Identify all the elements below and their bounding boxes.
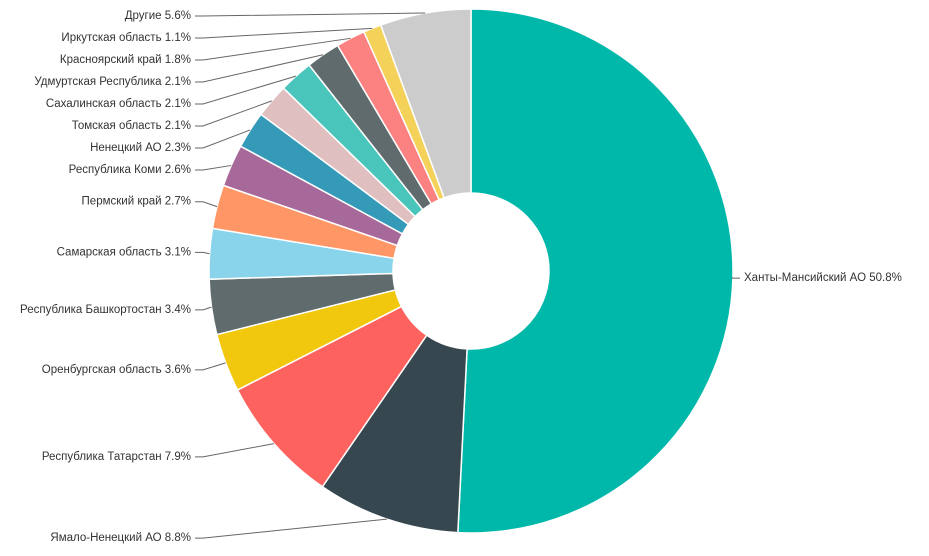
label-value: 1.8% xyxy=(165,54,191,66)
label-value: 3.6% xyxy=(165,364,191,376)
label-name: Республика Коми xyxy=(69,164,162,176)
leader-line xyxy=(195,75,297,105)
leader-line xyxy=(195,100,272,127)
label-name: Республика Татарстан xyxy=(42,451,162,463)
slice xyxy=(379,8,472,199)
label-name: Самарская область xyxy=(57,246,162,258)
label-value: 3.4% xyxy=(165,304,191,316)
slice-label: Иркутская область 1.1% xyxy=(61,32,191,44)
label-value: 2.1% xyxy=(165,76,191,88)
label-name: Другие xyxy=(125,10,162,22)
label-value: 2.3% xyxy=(165,142,191,154)
label-value: 2.1% xyxy=(165,120,191,132)
label-name: Оренбургская область xyxy=(42,364,162,376)
leader-line xyxy=(731,277,740,279)
label-value: 3.1% xyxy=(165,246,191,258)
leader-line xyxy=(195,12,426,17)
label-name: Иркутская область xyxy=(61,32,161,44)
slice xyxy=(321,334,468,534)
label-name: Удмуртская Республика xyxy=(34,76,162,88)
label-name: Красноярский край xyxy=(60,54,162,66)
slice-label: Республика Татарстан 7.9% xyxy=(42,451,191,463)
leader-line xyxy=(195,164,232,171)
label-value: 2.1% xyxy=(165,98,191,110)
slice-label: Пермский край 2.7% xyxy=(82,196,191,208)
leader-line xyxy=(195,54,324,83)
label-value: 5.6% xyxy=(165,10,191,22)
leader-line xyxy=(195,518,387,539)
label-value: 1.1% xyxy=(165,32,191,44)
label-name: Ямало-Ненецкий АО xyxy=(50,532,161,544)
label-name: Томская область xyxy=(72,120,162,132)
label-name: Сахалинская область xyxy=(46,98,162,110)
leader-line xyxy=(195,37,351,61)
slice-label: Ненецкий АО 2.3% xyxy=(90,142,191,154)
slice xyxy=(457,8,734,534)
label-value: 2.6% xyxy=(165,164,191,176)
leader-line xyxy=(195,251,210,255)
leader-line xyxy=(195,27,373,39)
label-name: Ненецкий АО xyxy=(90,142,162,154)
slice-label: Сахалинская область 2.1% xyxy=(46,98,191,110)
leader-line xyxy=(195,201,218,208)
label-name: Пермский край xyxy=(82,196,162,208)
slice-label: Ханты-Мансийский АО 50.8% xyxy=(744,272,902,284)
label-name: Республика Башкортостан xyxy=(20,304,162,316)
slice-label: Самарская область 3.1% xyxy=(57,246,191,258)
leader-line xyxy=(195,306,212,311)
label-value: 7.9% xyxy=(165,451,191,463)
leader-line xyxy=(195,129,251,149)
slice-label: Республика Башкортостан 3.4% xyxy=(20,304,191,316)
slice-label: Ямало-Ненецкий АО 8.8% xyxy=(50,532,191,544)
label-value: 2.7% xyxy=(165,196,191,208)
label-value: 8.8% xyxy=(165,532,191,544)
label-name: Ханты-Мансийский АО xyxy=(744,272,866,284)
slice-label: Красноярский край 1.8% xyxy=(60,54,191,66)
slice-label: Республика Коми 2.6% xyxy=(69,164,191,176)
slice-label: Томская область 2.1% xyxy=(72,120,191,132)
leader-line xyxy=(195,362,226,371)
leader-line xyxy=(195,443,275,458)
slice-label: Удмуртская Республика 2.1% xyxy=(34,76,191,88)
slice-label: Другие 5.6% xyxy=(125,10,191,22)
slice-label: Оренбургская область 3.6% xyxy=(42,364,191,376)
label-value: 50.8% xyxy=(869,272,902,284)
